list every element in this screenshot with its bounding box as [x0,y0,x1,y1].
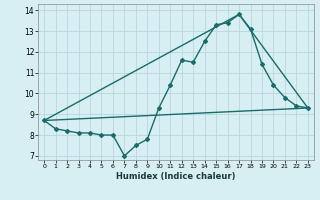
X-axis label: Humidex (Indice chaleur): Humidex (Indice chaleur) [116,172,236,181]
